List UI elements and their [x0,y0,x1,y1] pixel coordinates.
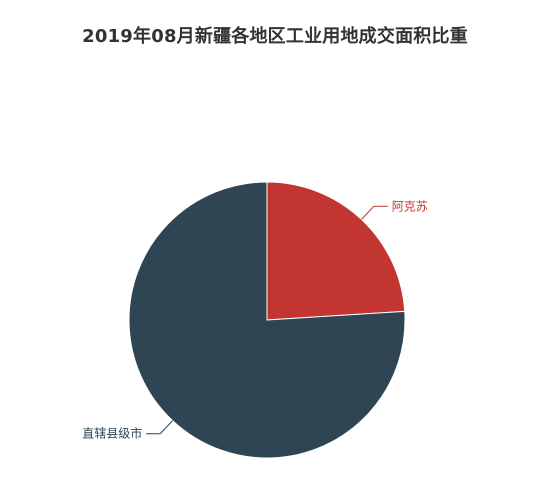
slice-label-1: 阿克苏 [392,199,428,213]
chart-title: 2019年08月新疆各地区工业用地成交面积比重 [82,26,468,47]
label-leader-line-1 [361,205,388,220]
pie-slice-1[interactable] [266,181,406,321]
pie-slice-2[interactable] [128,181,406,459]
slice-label-2: 直辖县级市 [82,426,142,441]
label-leader-line-2 [146,420,173,435]
